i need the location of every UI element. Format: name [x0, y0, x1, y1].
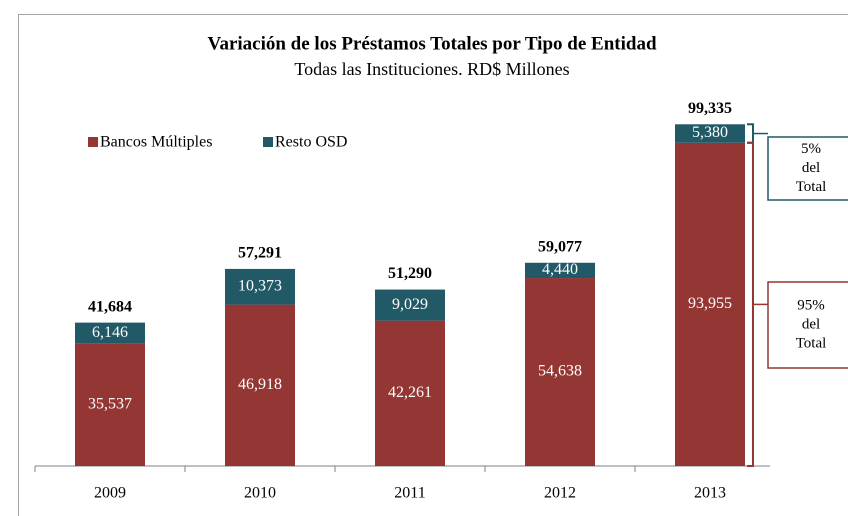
annotation-text: 95%: [797, 297, 825, 313]
legend-swatch: [263, 137, 273, 147]
bar-segment: [375, 289, 445, 321]
value-label: 46,918: [238, 376, 282, 393]
x-tick-label: 2011: [394, 485, 425, 502]
legend-label: Bancos Múltiples: [100, 134, 212, 151]
value-label: 42,261: [388, 384, 432, 401]
bar-segment: [75, 343, 145, 466]
total-label: 41,684: [88, 298, 132, 315]
annotation-box: [767, 281, 848, 369]
total-label: 59,077: [538, 238, 582, 255]
value-label: 35,537: [88, 396, 132, 413]
annotation-box: [767, 136, 848, 201]
annotation-text: del: [802, 316, 820, 332]
bar-segment: [375, 320, 445, 466]
value-label: 93,955: [688, 295, 732, 312]
value-label: 5,380: [692, 124, 728, 141]
value-label: 10,373: [238, 277, 282, 294]
annotation-text: Total: [796, 335, 827, 351]
value-label: 4,440: [542, 261, 578, 278]
chart-subtitle: Todas las Instituciones. RD$ Millones: [294, 59, 569, 79]
bar-segment: [525, 262, 595, 279]
bar-segment: [675, 124, 745, 143]
bar-segment: [225, 304, 295, 466]
bar-segment: [225, 268, 295, 305]
annotation-text: del: [802, 160, 820, 176]
x-tick-label: 2013: [694, 485, 726, 502]
bar-segment: [675, 142, 745, 466]
bar-segment: [525, 278, 595, 466]
value-label: 54,638: [538, 363, 582, 380]
legend-swatch: [88, 137, 98, 147]
bar-segment: [75, 322, 145, 344]
legend-label: Resto OSD: [275, 134, 347, 151]
x-tick-label: 2010: [244, 485, 276, 502]
chart-title: Variación de los Préstamos Totales por T…: [207, 33, 656, 54]
annotation-text: 5%: [801, 141, 821, 157]
x-tick-label: 2012: [544, 485, 576, 502]
x-tick-label: 2009: [94, 485, 126, 502]
total-label: 99,335: [688, 100, 732, 117]
annotation-text: Total: [796, 179, 827, 195]
value-label: 9,029: [392, 296, 428, 313]
total-label: 51,290: [388, 265, 432, 282]
value-label: 6,146: [92, 324, 128, 341]
total-label: 57,291: [238, 245, 282, 262]
